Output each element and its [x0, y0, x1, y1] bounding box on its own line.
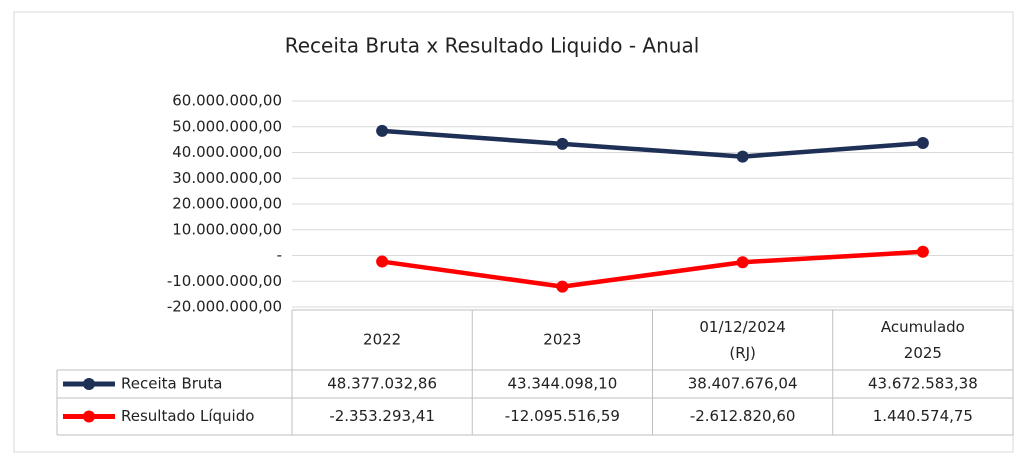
point-marker	[916, 137, 929, 150]
point-marker	[556, 280, 569, 293]
point-marker	[736, 150, 749, 163]
table-value: -12.095.516,59	[505, 407, 620, 425]
series-line	[381, 128, 924, 159]
x-tick-label: 01/12/2024 (RJ)	[699, 318, 785, 362]
point-marker	[916, 245, 929, 258]
y-tick-label: 30.000.000,00	[172, 169, 282, 187]
y-tick-label: -10.000.000,00	[167, 272, 282, 290]
table-value: 43.344.098,10	[508, 375, 618, 393]
x-tick-label-line: 01/12/2024	[699, 318, 785, 336]
y-tick-label: -20.000.000,00	[167, 298, 282, 316]
x-tick-label: Acumulado 2025	[881, 318, 965, 362]
chart-title: Receita Bruta x Resultado Liquido - Anua…	[285, 34, 700, 58]
legend-key-marker	[83, 378, 95, 390]
series-line	[381, 249, 924, 289]
x-tick-label-line: Acumulado	[881, 318, 965, 336]
table-value: -2.353.293,41	[329, 407, 435, 425]
legend-key-marker	[83, 410, 95, 423]
y-tick-label: 20.000.000,00	[172, 195, 282, 213]
point-marker	[376, 255, 389, 268]
table-value: 38.407.676,04	[688, 375, 798, 393]
table-value: 1.440.574,75	[873, 407, 973, 425]
table-value: 43.672.583,38	[868, 375, 978, 393]
y-tick-label: 60.000.000,00	[172, 92, 282, 110]
y-tick-label: 10.000.000,00	[172, 220, 282, 238]
y-tick-label: 40.000.000,00	[172, 143, 282, 161]
x-tick-label: 2022	[363, 331, 401, 349]
table-value: 48.377.032,86	[327, 375, 437, 393]
y-tick-label: -	[277, 246, 282, 264]
point-marker	[736, 256, 749, 269]
x-tick-label: 2023	[543, 331, 581, 349]
point-marker	[556, 137, 569, 150]
x-tick-label-line: 2025	[904, 344, 942, 362]
y-tick-label: 50.000.000,00	[172, 117, 282, 135]
table-value: -2.612.820,60	[690, 407, 796, 425]
x-tick-label-line: (RJ)	[729, 344, 756, 362]
point-marker	[376, 124, 389, 137]
legend-label: Receita Bruta	[121, 375, 223, 393]
legend-label: Resultado Líquido	[121, 407, 254, 425]
chart-frame	[13, 11, 1014, 453]
